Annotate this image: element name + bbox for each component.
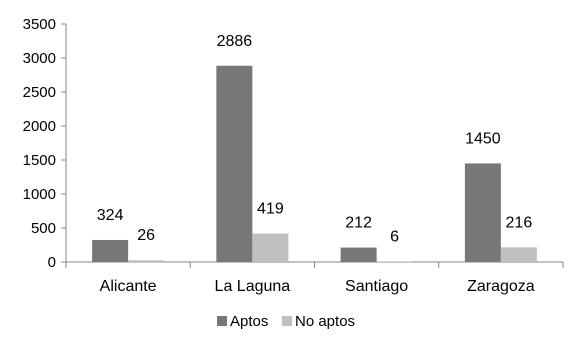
legend: Aptos No aptos	[217, 313, 355, 330]
bar-no-aptos	[500, 247, 537, 262]
bar-aptos	[92, 239, 129, 262]
y-tick-label: 0	[48, 254, 56, 271]
legend-label: No aptos	[295, 313, 355, 330]
y-tick-label: 1000	[23, 186, 56, 203]
data-label: 2886	[217, 33, 253, 50]
bar-aptos	[340, 247, 377, 262]
x-tick-label: Santiago	[345, 278, 408, 295]
y-tick-label: 3000	[23, 50, 56, 67]
bar-no-aptos	[128, 260, 165, 262]
x-tick-label: Zaragoza	[467, 278, 535, 295]
bar-no-aptos	[252, 233, 289, 262]
bar-aptos	[464, 163, 501, 262]
data-label: 6	[390, 229, 399, 246]
data-label: 1450	[465, 130, 501, 147]
legend-swatch	[282, 316, 292, 326]
bar-aptos	[216, 65, 253, 262]
data-label: 26	[137, 227, 155, 244]
x-axis: Alicante La Laguna Santiago Zaragoza	[65, 261, 564, 295]
data-label: 216	[506, 214, 533, 231]
x-tick-label: Alicante	[100, 278, 157, 295]
legend-swatch	[217, 316, 227, 326]
data-label: 324	[97, 207, 124, 224]
data-label: 212	[345, 215, 372, 232]
bars	[92, 65, 537, 262]
y-tick-label: 1500	[23, 152, 56, 169]
y-tick-label: 2000	[23, 118, 56, 135]
y-tick-label: 2500	[23, 84, 56, 101]
data-label: 419	[257, 201, 284, 218]
legend-label: Aptos	[230, 313, 268, 330]
y-axis: 0 500 1000 1500 2000 2500 3000 3500	[23, 16, 67, 271]
y-tick-label: 500	[31, 220, 56, 237]
y-tick-label: 3500	[23, 16, 56, 33]
data-labels: 324 26 2886 419 212 6 1450 216	[97, 33, 533, 246]
x-tick-label: La Laguna	[215, 278, 291, 295]
